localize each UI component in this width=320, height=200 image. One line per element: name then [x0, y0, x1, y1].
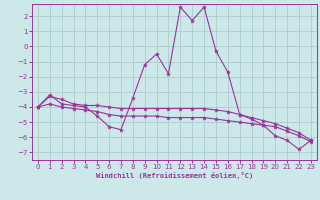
X-axis label: Windchill (Refroidissement éolien,°C): Windchill (Refroidissement éolien,°C)	[96, 172, 253, 179]
